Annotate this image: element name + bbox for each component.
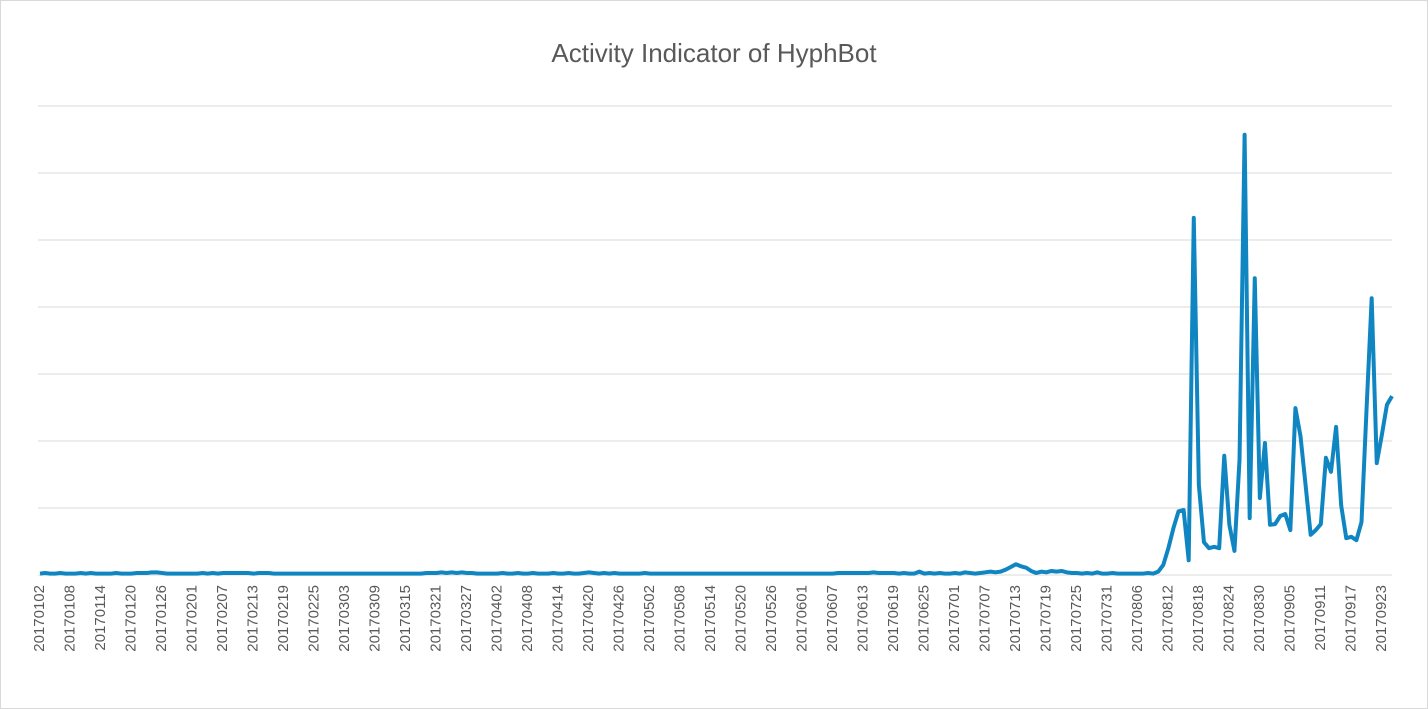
x-tick-label: 20170309 [366,585,383,652]
x-tick-label: 20170508 [671,585,688,652]
data-line [39,132,1394,576]
x-tick-label: 20170114 [92,585,109,651]
x-tick-label: 20170905 [1281,585,1298,652]
x-tick-label: 20170625 [915,585,932,652]
x-tick-label: 20170824 [1220,585,1237,652]
x-tick-label: 20170502 [641,585,658,652]
x-tick-label: 20170414 [549,585,566,652]
x-tick-label: 20170923 [1373,585,1390,652]
x-tick-label: 20170731 [1098,585,1115,652]
x-tick-label: 20170327 [458,585,475,652]
x-tick-label: 20170126 [153,585,170,652]
x-tick-label: 20170514 [702,585,719,652]
x-tick-label: 20170102 [31,585,48,652]
x-tick-label: 20170601 [793,585,810,652]
x-tick-label: 20170719 [1037,585,1054,652]
x-tick-label: 20170725 [1068,585,1085,652]
x-tick-label: 20170607 [824,585,841,652]
x-tick-label: 20170812 [1159,585,1176,652]
chart-title: Activity Indicator of HyphBot [551,38,877,68]
x-tick-label: 20170408 [519,585,536,652]
x-tick-label: 20170911 [1312,585,1329,651]
x-tick-label: 20170701 [946,585,963,652]
x-tick-label: 20170420 [580,585,597,652]
x-tick-label: 20170207 [214,585,231,652]
x-tick-label: 20170402 [488,585,505,652]
x-tick-label: 20170315 [397,585,414,652]
x-tick-label: 20170219 [275,585,292,652]
x-tick-label: 20170806 [1129,585,1146,652]
x-tick-label: 20170120 [122,585,139,652]
x-tick-label: 20170917 [1342,585,1359,652]
x-tick-label: 20170303 [336,585,353,652]
x-tick-label: 20170830 [1251,585,1268,652]
x-tick-label: 20170108 [61,585,78,652]
x-tick-label: 20170526 [763,585,780,652]
x-tick-label: 20170520 [732,585,749,652]
x-tick-label: 20170225 [305,585,322,652]
x-tick-label: 20170321 [427,585,444,652]
x-tick-label: 20170707 [976,585,993,652]
x-tick-label: 20170619 [885,585,902,652]
x-tick-label: 20170201 [183,585,200,652]
x-tick-label: 20170818 [1190,585,1207,652]
x-tick-label: 20170713 [1007,585,1024,652]
x-tick-label: 20170613 [854,585,871,652]
x-tick-label: 20170213 [244,585,261,652]
x-tick-label: 20170426 [610,585,627,652]
